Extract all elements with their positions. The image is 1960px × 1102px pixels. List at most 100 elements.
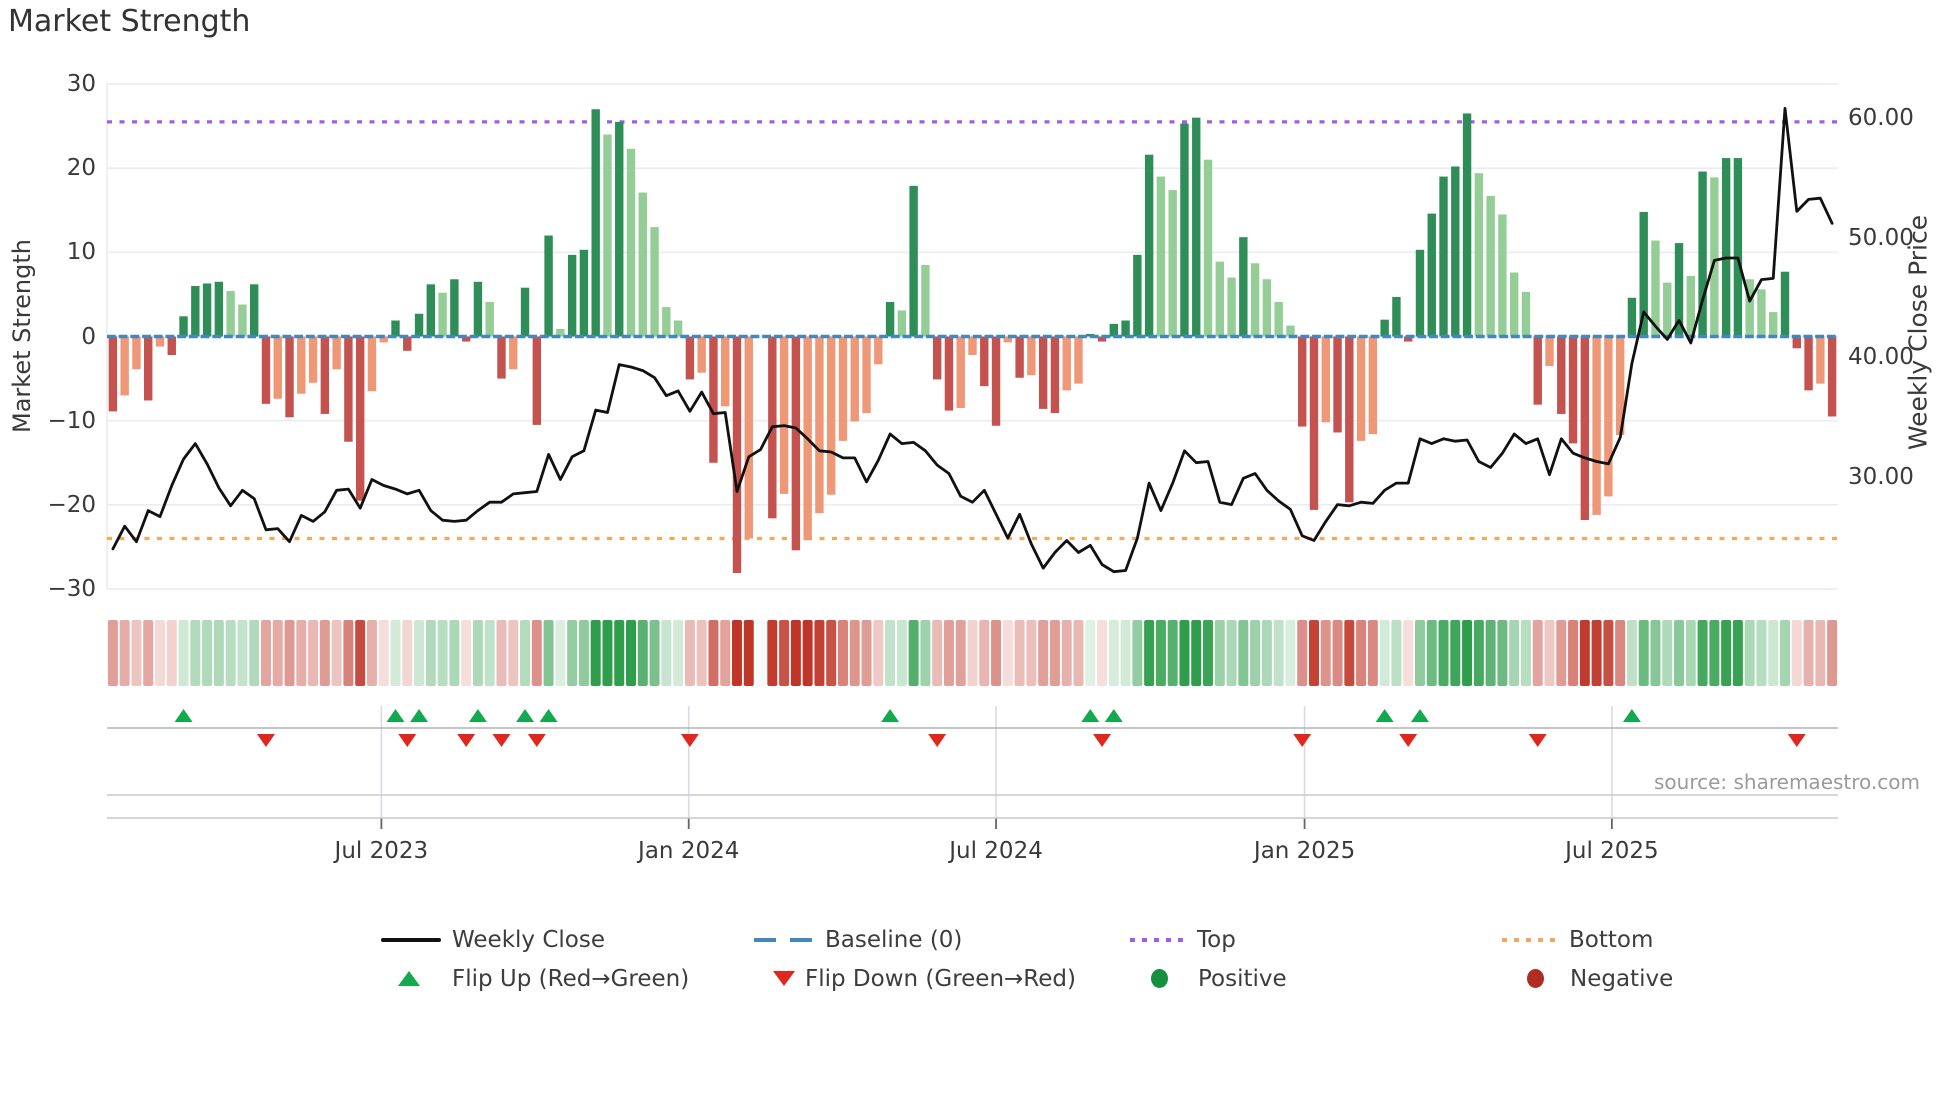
strength-bar — [1462, 113, 1472, 337]
strength-bar — [414, 313, 424, 337]
strength-bar — [1533, 336, 1542, 405]
flip-down-marker — [398, 734, 417, 747]
strength-bar — [261, 336, 271, 404]
heatmap-cell — [1520, 620, 1531, 686]
heatmap-cell — [1485, 620, 1496, 686]
strength-bar — [638, 192, 647, 337]
strength-bar — [1298, 336, 1307, 427]
flip-down-marker — [457, 734, 476, 747]
positive-dot-icon — [1151, 969, 1168, 988]
strength-bar — [179, 316, 188, 337]
strength-bar — [932, 336, 942, 380]
strength-bar — [273, 336, 282, 399]
strength-bar — [144, 336, 153, 401]
strength-bar — [1321, 336, 1330, 423]
flip-up-marker — [1081, 709, 1100, 722]
strength-bar — [108, 336, 118, 412]
strength-bar — [1380, 319, 1389, 337]
strength-bar — [1769, 312, 1778, 337]
heatmap-cell — [390, 620, 401, 686]
heatmap-cell — [802, 620, 813, 686]
flip-up-marker — [1410, 709, 1429, 722]
heatmap-cell — [991, 620, 1002, 686]
strength-bar — [1615, 336, 1625, 435]
strength-bar — [1074, 336, 1083, 384]
strength-bar — [1568, 336, 1578, 444]
strength-bar — [673, 320, 683, 337]
flip-up-marker — [1104, 709, 1123, 722]
flip-down-marker — [1293, 734, 1312, 747]
heatmap-cell — [1414, 620, 1425, 686]
strength-bar — [826, 336, 836, 495]
heatmap-cell — [1038, 620, 1049, 686]
legend-flip-down: Flip Down (Green→Red) — [805, 966, 1076, 992]
heatmap-cell — [1532, 620, 1543, 686]
heatmap-cell — [461, 620, 472, 686]
strength-bar — [1674, 243, 1684, 337]
heatmap-cell — [814, 620, 825, 686]
strength-bar — [391, 320, 400, 337]
strength-bar — [1733, 158, 1743, 337]
strength-bar — [615, 121, 624, 337]
heatmap-cell — [578, 620, 589, 686]
heatmap-cell — [131, 620, 142, 686]
heatmap-cell — [567, 620, 578, 686]
heatmap-cell — [1721, 620, 1732, 686]
strength-bar — [850, 336, 859, 422]
flip-down-icon — [773, 971, 795, 986]
heatmap-cell — [1391, 620, 1402, 686]
left-y-tick-label: 10 — [66, 239, 96, 266]
strength-bar — [1745, 279, 1754, 337]
heatmap-cell — [626, 620, 637, 686]
heatmap-cell — [955, 620, 966, 686]
heatmap-cell — [1097, 620, 1108, 686]
strength-bar — [509, 336, 518, 370]
heatmap-cell — [296, 620, 307, 686]
strength-bar — [1239, 237, 1248, 337]
strength-bar — [603, 134, 612, 337]
strength-bar — [438, 292, 447, 337]
strength-bar — [473, 281, 483, 337]
heatmap-cell — [260, 620, 271, 686]
heatmap-cell — [1685, 620, 1696, 686]
right-y-tick-label: 50.00 — [1848, 224, 1914, 251]
strength-bar — [980, 336, 989, 387]
heatmap-cell — [873, 620, 884, 686]
heatmap-cell — [649, 620, 660, 686]
strength-bar — [909, 185, 918, 337]
heatmap-cell — [1014, 620, 1025, 686]
strength-bar — [191, 285, 200, 337]
strength-bar — [1274, 301, 1283, 337]
heatmap-cell — [1273, 620, 1284, 686]
strength-bar — [732, 336, 742, 574]
strength-bar — [697, 336, 706, 373]
heatmap-cell — [1615, 620, 1626, 686]
heatmap-cell — [414, 620, 425, 686]
strength-bar — [1557, 336, 1566, 414]
strength-bar — [1392, 296, 1401, 337]
heatmap-cell — [1132, 620, 1143, 686]
x-tick-label: Jul 2024 — [949, 838, 1043, 864]
strength-bar — [1686, 275, 1696, 337]
heatmap-cell — [319, 620, 330, 686]
strength-bar — [485, 301, 494, 337]
flip-up-marker — [516, 709, 535, 722]
heatmap-cell — [1320, 620, 1331, 686]
heatmap-cell — [1344, 620, 1355, 686]
strength-bar — [1710, 177, 1719, 337]
heatmap-cell — [708, 620, 719, 686]
top-line-swatch — [1130, 938, 1186, 942]
heatmap-cell — [1638, 620, 1649, 686]
flip-down-marker — [1399, 734, 1418, 747]
strength-bar — [1227, 277, 1236, 337]
strength-bar — [167, 336, 176, 356]
strength-bar — [1168, 190, 1177, 337]
heatmap-cell — [154, 620, 165, 686]
heatmap-cell — [684, 620, 695, 686]
strength-bar — [497, 336, 506, 379]
heatmap-cell — [1803, 620, 1814, 686]
strength-bar — [226, 291, 235, 337]
heatmap-cell — [119, 620, 130, 686]
heatmap-cell — [496, 620, 507, 686]
left-y-tick-label: −20 — [47, 491, 96, 518]
